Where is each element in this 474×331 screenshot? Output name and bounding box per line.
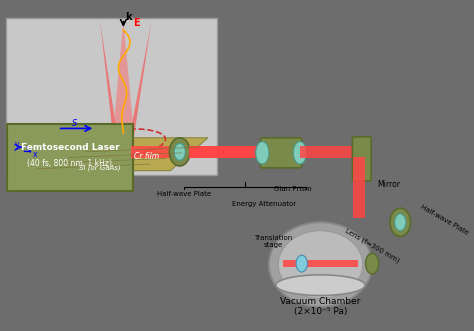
FancyBboxPatch shape xyxy=(131,146,253,158)
Ellipse shape xyxy=(276,275,365,296)
Text: Cr film: Cr film xyxy=(134,152,159,161)
Text: Si (or GaAs): Si (or GaAs) xyxy=(79,165,121,171)
Text: Lens (f=300 mm): Lens (f=300 mm) xyxy=(344,227,401,264)
FancyBboxPatch shape xyxy=(189,146,264,158)
FancyBboxPatch shape xyxy=(6,18,217,175)
Ellipse shape xyxy=(365,253,379,274)
Polygon shape xyxy=(100,21,118,144)
Text: Half-wave Plate: Half-wave Plate xyxy=(419,203,469,236)
Ellipse shape xyxy=(395,214,406,231)
Text: Translation
stage: Translation stage xyxy=(255,235,292,248)
FancyBboxPatch shape xyxy=(353,157,365,217)
Ellipse shape xyxy=(169,138,190,166)
FancyBboxPatch shape xyxy=(283,260,358,267)
Text: x: x xyxy=(32,150,37,159)
Text: Half-wave Plate: Half-wave Plate xyxy=(157,191,211,197)
FancyBboxPatch shape xyxy=(7,124,133,191)
FancyBboxPatch shape xyxy=(300,146,356,158)
FancyBboxPatch shape xyxy=(352,137,371,181)
Ellipse shape xyxy=(256,142,269,164)
Ellipse shape xyxy=(293,142,306,164)
Ellipse shape xyxy=(269,222,372,307)
Text: k: k xyxy=(125,13,132,23)
Polygon shape xyxy=(112,21,135,143)
Ellipse shape xyxy=(278,231,363,298)
Text: (40 fs, 800 nm, 1 kHz): (40 fs, 800 nm, 1 kHz) xyxy=(27,159,112,168)
Text: Vacuum Chamber
(2×10⁻⁵ Pa): Vacuum Chamber (2×10⁻⁵ Pa) xyxy=(280,297,361,316)
Ellipse shape xyxy=(390,208,410,236)
Ellipse shape xyxy=(174,143,185,160)
Polygon shape xyxy=(29,138,208,171)
Polygon shape xyxy=(128,21,152,144)
FancyBboxPatch shape xyxy=(260,138,302,168)
Text: E: E xyxy=(133,18,139,28)
Text: Glan Prism: Glan Prism xyxy=(273,186,311,192)
Text: Energy Attenuator: Energy Attenuator xyxy=(232,201,296,207)
Text: Femtosecond Laser: Femtosecond Laser xyxy=(20,143,119,152)
Polygon shape xyxy=(131,146,147,154)
Text: y: y xyxy=(15,140,19,149)
Text: Mirror: Mirror xyxy=(377,180,400,189)
Text: S: S xyxy=(72,118,77,128)
Ellipse shape xyxy=(296,255,307,272)
